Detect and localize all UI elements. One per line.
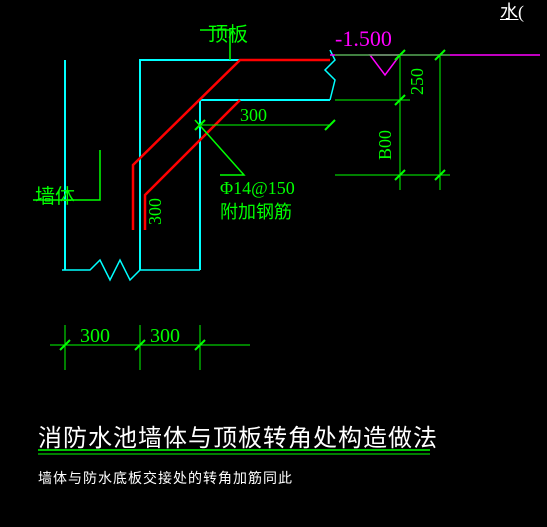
- break-line-bottom: [62, 260, 200, 280]
- top-right-fragment: 水(: [500, 0, 524, 24]
- drawing-subtitle: 墙体与防水底板交接处的转角加筋同此: [38, 468, 293, 488]
- dim-b00-value: B00: [375, 130, 396, 160]
- dim-300-bl-value: 300: [80, 325, 110, 348]
- wall-label: 墙体: [35, 180, 75, 209]
- rebar-spec-label: Φ14@150: [220, 178, 295, 199]
- main-outline: [65, 60, 330, 270]
- elevation-value: -1.500: [335, 26, 392, 52]
- break-line-top: [325, 50, 335, 100]
- drawing-title: 消防水池墙体与顶板转角处构造做法: [38, 418, 438, 453]
- dim-250-value: 250: [407, 68, 428, 95]
- dim-300-vert-value: 300: [145, 198, 166, 225]
- rebar-note-label: 附加钢筋: [220, 198, 292, 224]
- dim-300-top-value: 300: [240, 105, 267, 126]
- top-slab-label: 顶板: [208, 18, 248, 47]
- elevation-triangle: [370, 55, 400, 75]
- dim-300-br-value: 300: [150, 325, 180, 348]
- rebar-leader: [195, 120, 244, 175]
